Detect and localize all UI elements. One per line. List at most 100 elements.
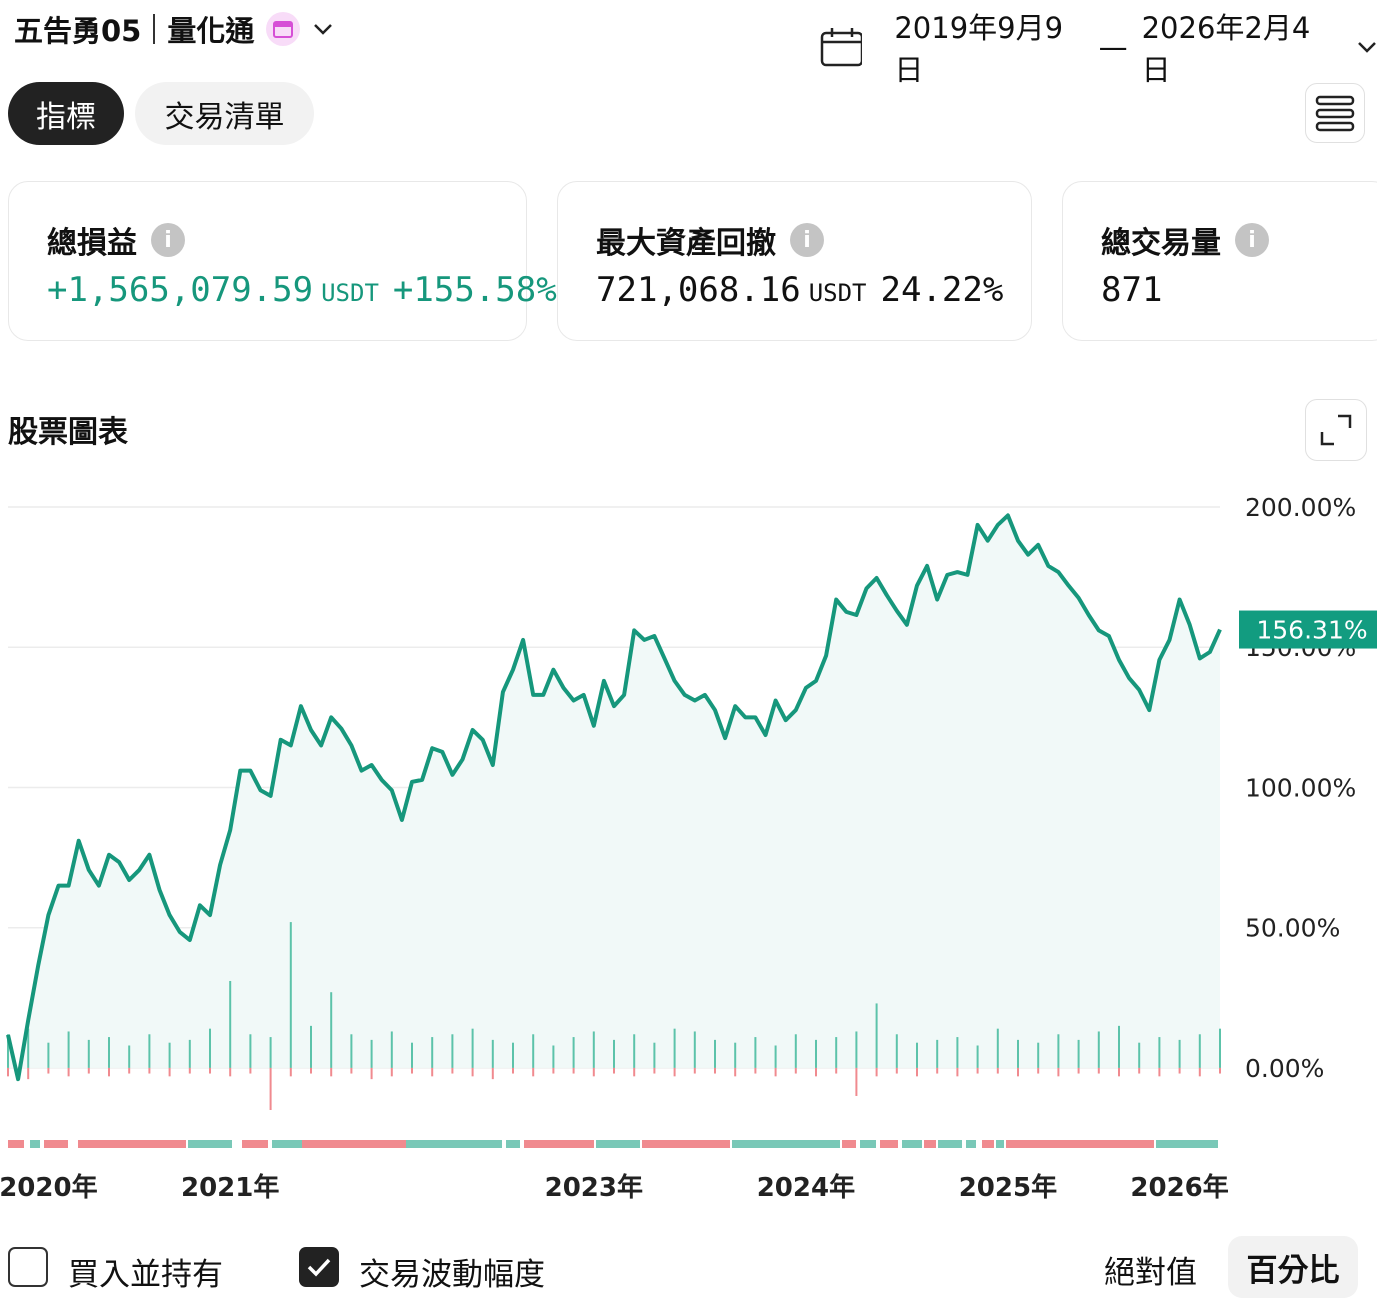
volume-bar — [653, 1067, 656, 1074]
tab-active[interactable]: 指標 — [8, 82, 124, 145]
chevron[interactable] — [312, 22, 334, 36]
volume-bar — [209, 1067, 211, 1074]
volume-bar — [512, 1067, 514, 1074]
volume-bar — [330, 1067, 333, 1077]
volume-bar — [1017, 1067, 1019, 1077]
info-icon[interactable]: i — [790, 223, 824, 257]
volume-bar — [249, 1067, 252, 1074]
volume-bar — [855, 1067, 858, 1096]
expand-button[interactable] — [1305, 399, 1367, 461]
volume-bar — [188, 1039, 191, 1068]
volume-bar — [47, 1042, 50, 1068]
volume-bar — [148, 1034, 151, 1068]
volume-bar — [1057, 1034, 1060, 1068]
volume-bar — [168, 1067, 171, 1077]
volume-bar — [1097, 1067, 1100, 1074]
volume-bar — [956, 1067, 959, 1077]
volume-bar — [229, 980, 232, 1068]
calendar-icon — [820, 28, 863, 67]
checkbox[interactable] — [8, 1247, 48, 1287]
volume-bar — [855, 1031, 858, 1068]
card-label: 總損益 — [47, 226, 137, 261]
volume-bar — [774, 1067, 777, 1077]
toggle-option-active[interactable]: 百分比 — [1228, 1236, 1358, 1298]
volume-bar — [411, 1042, 413, 1068]
header-left: 五告勇05 量化通 — [14, 8, 334, 50]
card: 總損益 i +1,565,079.59 USDT +155.58% — [8, 181, 557, 341]
x-tick-label: 2026年 — [1130, 1172, 1228, 1203]
account-name: 五告勇05 — [14, 14, 142, 48]
volume-bar — [1037, 1067, 1040, 1074]
date-range[interactable]: 2019年9月9日 — 2026年2月4日 — [820, 5, 1377, 89]
volume-bar — [916, 1067, 918, 1077]
volume-bar — [350, 1034, 353, 1068]
volume-bar — [491, 1067, 494, 1080]
volume-bar — [188, 1067, 191, 1074]
volume-bar — [1158, 1037, 1161, 1068]
volume-bar — [27, 1028, 30, 1068]
volume-bar — [491, 1039, 494, 1068]
card-percent: +155.58% — [392, 270, 557, 310]
info-icon[interactable]: i — [1235, 223, 1269, 257]
volume-bar — [875, 1003, 878, 1068]
volume-bar — [996, 1067, 999, 1074]
tab[interactable]: 交易清單 — [135, 82, 314, 145]
volume-bar — [936, 1067, 939, 1074]
volume-bar — [815, 1039, 817, 1068]
line — [6, 513, 1222, 1082]
date-end: 2026年2月4日 — [1141, 11, 1311, 87]
volume-bar — [1097, 1031, 1100, 1068]
toggle-option[interactable]: 絕對值 — [1104, 1255, 1197, 1291]
volume-bar — [1138, 1067, 1141, 1074]
info-icon[interactable]: i — [151, 223, 185, 257]
volume-bar — [471, 1067, 474, 1077]
volume-bar — [1158, 1067, 1161, 1077]
menu-button[interactable] — [1305, 83, 1365, 143]
volume-bar — [1077, 1039, 1080, 1068]
checkbox-checked[interactable] — [299, 1247, 339, 1287]
volume-bar — [653, 1042, 656, 1068]
volume-bar — [734, 1067, 737, 1077]
volume-bar — [673, 1028, 676, 1068]
y-tick-label: 0.00% — [1245, 1054, 1324, 1083]
volume-bar — [835, 1037, 838, 1068]
volume-bar — [794, 1034, 797, 1068]
card-unit: USDT — [321, 279, 379, 307]
volume-bar — [148, 1067, 151, 1074]
volume-bar — [1219, 1028, 1221, 1068]
product-icon — [266, 12, 301, 46]
volume-bar — [1118, 1067, 1120, 1077]
volume-bar — [411, 1067, 413, 1074]
divider — [153, 14, 156, 44]
volume-bar — [431, 1067, 434, 1077]
volume-bar — [7, 1034, 9, 1068]
volume-bar — [87, 1039, 90, 1068]
volume-bar — [976, 1067, 979, 1074]
volume-bar — [330, 992, 333, 1068]
volume-bar — [754, 1037, 757, 1068]
card-unit: USDT — [808, 279, 867, 307]
volume-bar — [310, 1067, 312, 1074]
volume-bar — [370, 1067, 373, 1080]
x-tick-label: 2025年 — [959, 1172, 1057, 1203]
volume-bar — [370, 1039, 373, 1068]
volume-bar — [613, 1067, 615, 1074]
volume-bar — [1178, 1039, 1181, 1068]
card-percent: 24.22% — [880, 270, 1004, 310]
volume-bar — [714, 1039, 716, 1068]
volume-bar — [956, 1037, 959, 1068]
volume-bar — [209, 1028, 211, 1068]
x-tick-label: 2024年 — [757, 1172, 855, 1203]
volume-bar — [289, 1067, 292, 1077]
volume-bar — [67, 1067, 70, 1077]
volume-bar — [572, 1067, 575, 1074]
date-separator: — — [1098, 30, 1128, 64]
card-value: 871 — [1101, 270, 1163, 310]
volume-bar — [471, 1028, 474, 1068]
x-tick-label: 2020年 — [0, 1172, 98, 1203]
volume-bar — [27, 1067, 30, 1080]
last-value-label: 156.31% — [1256, 616, 1367, 645]
period-strip — [8, 1140, 1218, 1148]
volume-bar — [229, 1067, 232, 1077]
card-label: 最大資產回撤 — [596, 226, 776, 261]
